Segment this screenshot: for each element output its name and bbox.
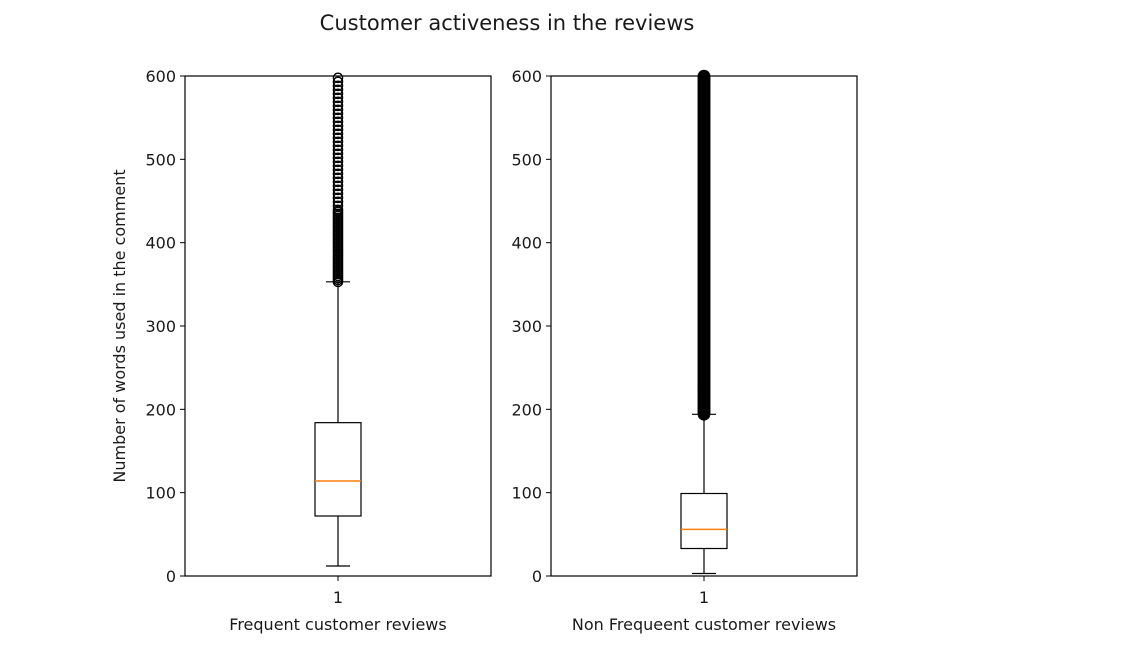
outlier-point (332, 116, 344, 128)
outlier-point (332, 140, 344, 152)
outlier-point (332, 108, 344, 120)
outlier-point (332, 148, 344, 160)
y-tick-label: 600 (511, 67, 542, 86)
iqr-box (314, 422, 362, 517)
outlier-point (332, 180, 344, 192)
outlier-point (332, 92, 344, 104)
outlier-point (332, 196, 344, 208)
outlier-point (332, 76, 344, 88)
y-tick-label: 400 (145, 234, 176, 253)
outlier-point (332, 176, 344, 188)
subplot-frequent: 0 100 200 300 400 500 600 1 (145, 67, 492, 607)
outlier-point (332, 88, 344, 100)
subplot-non-frequent: 0 100 200 300 400 500 600 1 (511, 67, 858, 607)
outlier-point (332, 120, 344, 132)
outlier-point (332, 104, 344, 116)
plot-layer: 0 100 200 300 400 500 600 1 0 100 200 300 400 500 600 1 (145, 67, 858, 607)
y-tick-label: 300 (145, 317, 176, 336)
outlier-point (332, 136, 344, 148)
outlier-point (332, 96, 344, 108)
outlier-point (332, 80, 344, 92)
outlier-point (332, 132, 344, 144)
outlier-point (332, 200, 344, 212)
outlier-point (332, 192, 344, 204)
outlier-point (697, 69, 711, 83)
y-tick-label: 600 (145, 67, 176, 86)
outliers (332, 72, 344, 288)
y-tick-label: 400 (511, 234, 542, 253)
outlier-point (332, 100, 344, 112)
y-tick-label: 500 (511, 150, 542, 169)
y-tick-label: 0 (166, 567, 176, 586)
y-tick-label: 200 (511, 400, 542, 419)
outlier-point (332, 144, 344, 156)
outlier-point (332, 184, 344, 196)
x-tick-label: 1 (699, 588, 709, 607)
outlier-point (332, 128, 344, 140)
outlier-point (332, 172, 344, 184)
x-axis-label-non-frequent: Non Frequeent customer reviews (572, 615, 836, 634)
y-axis-label: Number of words used in the comment (110, 169, 129, 482)
outlier-point (332, 160, 344, 172)
x-axis-label-frequent: Frequent customer reviews (229, 615, 446, 634)
outlier-point (332, 164, 344, 176)
outliers (697, 69, 711, 421)
x-tick-label: 1 (333, 588, 343, 607)
y-tick-label: 300 (511, 317, 542, 336)
outlier-point (332, 168, 344, 180)
outlier-point (332, 204, 344, 216)
y-tick-label: 100 (511, 484, 542, 503)
y-tick-label: 200 (145, 400, 176, 419)
outlier-point (332, 188, 344, 200)
y-tick-label: 0 (532, 567, 542, 586)
outlier-point (332, 72, 344, 84)
outlier-point (332, 156, 344, 168)
outlier-point (332, 152, 344, 164)
chart-title: Customer activeness in the reviews (320, 11, 695, 35)
outlier-point (332, 112, 344, 124)
outlier-point (332, 84, 344, 96)
y-tick-label: 100 (145, 484, 176, 503)
iqr-box (680, 492, 728, 550)
y-tick-label: 500 (145, 150, 176, 169)
outlier-point (332, 124, 344, 136)
